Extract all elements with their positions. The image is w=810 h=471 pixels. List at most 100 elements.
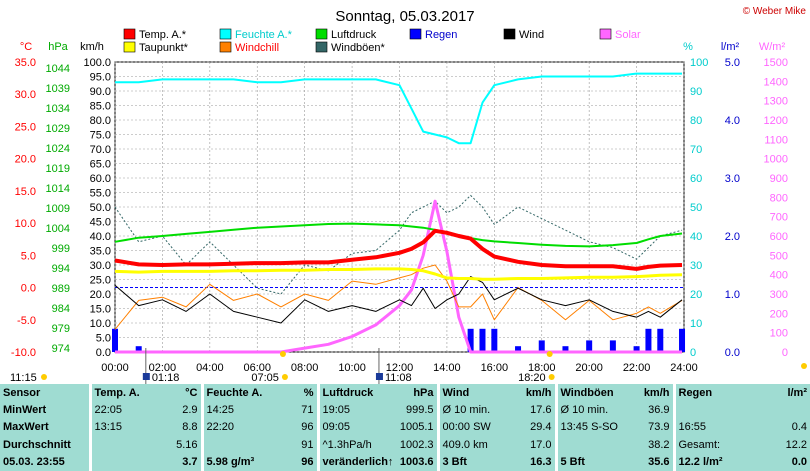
tick-label-solar: 0 [782,347,788,359]
moonrise-time: 11:08 [385,372,412,384]
axis-unit-hpa: hPa [48,41,68,53]
tick-label-hpa: 1039 [46,83,70,95]
moon-icon-left [41,374,47,380]
rain-bar [609,340,616,352]
tick-label-solar: 1500 [764,57,788,69]
tick-label-solar: 800 [770,192,788,204]
tick-label-time: 10:00 [338,362,366,374]
table-cell: 36.9 [648,404,670,417]
rain-bar [467,328,474,352]
tick-label-percent: 0 [690,347,696,359]
table-cell: 00:00 SW [436,418,514,437]
table-cell: 13:15 [88,418,160,437]
table-header-cell: Wind [436,384,514,402]
tick-label-kmh: 55.0 [90,188,111,200]
table-cell: 999.5 [405,404,434,417]
table-cell: 409.0 km [436,436,514,454]
table-cell: 3 Bft [436,453,514,471]
tick-label-kmh: 80.0 [90,115,111,127]
tick-label-rain: 5.0 [725,57,740,69]
tick-label-celsius: -10.0 [11,347,36,359]
tick-label-hpa: 1004 [46,223,70,235]
tick-label-kmh: 40.0 [90,231,111,243]
legend-swatch [219,41,232,53]
rain-bar [657,328,664,352]
table-header-cell: hPa [413,386,434,399]
tick-label-celsius: 25.0 [15,121,36,133]
legend-label: Regen [425,29,457,41]
legend-label: Solar [615,29,641,41]
tick-label-hpa: 979 [52,323,70,335]
tick-label-percent: 50 [690,202,702,214]
tick-label-hpa: 1029 [46,123,70,135]
rain-bar [135,346,142,352]
tick-label-time: 00:00 [101,362,129,374]
tick-label-kmh: 100.0 [83,57,111,69]
table-cell: 16:55 [672,418,758,437]
tick-label-percent: 20 [690,289,702,301]
table-cell: 5.16 [176,438,198,451]
tick-label-solar: 1200 [764,115,788,127]
astro-events: 07:05 18:20 01:18 11:08 11:15 [10,348,807,384]
tick-label-hpa: 994 [52,263,70,275]
table-cell: 35.6 [632,453,674,471]
table-cell: 05.03. 23:55 [0,453,90,471]
tick-label-celsius: 15.0 [15,186,36,198]
table-cell: 13:45 S-SO [554,418,632,437]
tick-label-hpa: 1019 [46,163,70,175]
rain-bar [633,346,640,352]
sunset-time: 18:20 [518,372,546,384]
table-header-cell: % [303,386,314,399]
axis-unit-rain: l/m² [721,41,740,53]
tick-label-kmh: 5.0 [96,333,111,345]
table-cell: 8.8 [182,421,198,434]
tick-label-kmh: 75.0 [90,130,111,142]
series-wind-gust [114,194,683,295]
series-rain [112,328,686,352]
table-cell: 3.7 [160,453,202,471]
tick-label-solar: 700 [770,212,788,224]
table-cell: 16.3 [514,453,556,471]
tick-label-percent: 80 [690,115,702,127]
tick-label-celsius: -5.0 [17,315,36,327]
table-row: 05.03. 23:55 3.7 5.98 g/m³ 96 veränderlich↑ 1… [0,453,810,471]
series-windchill [114,264,683,330]
tick-label-hpa: 984 [52,303,70,315]
table-header-cell: °C [185,386,198,399]
tick-label-solar: 1300 [764,96,788,108]
tick-label-rain: 2.0 [725,231,740,243]
tick-label-percent: 100 [690,57,708,69]
tick-label-solar: 100 [770,328,788,340]
table-cell: 0.4 [791,421,807,434]
rain-bar [586,340,593,352]
moonset-time: 01:18 [152,372,180,384]
tick-label-rain: 4.0 [725,115,740,127]
table-cell: 09:05 [316,418,396,437]
moonset-icon [142,373,150,380]
table-cell: 38.2 [648,438,670,451]
tick-label-percent: 10 [690,318,702,330]
tick-label-celsius: 30.0 [15,89,36,101]
tick-label-solar: 900 [770,173,788,185]
tick-label-time: 06:00 [243,362,271,374]
tick-label-percent: 40 [690,231,702,243]
tick-label-time: 14:00 [433,362,461,374]
tick-label-solar: 300 [770,289,788,301]
table-cell: veränderlich↑ [316,453,396,471]
table-cell: 73.9 [648,421,670,434]
table-cell: 14:25 [200,401,280,419]
legend: Temp. A.* Feuchte A.* Luftdruck Regen Wind So… [123,28,641,54]
table-cell [88,453,160,471]
axis-unit-solar: W/m² [759,41,786,53]
legend-swatch [599,28,612,40]
table-header-cell: km/h [643,386,670,399]
table-row: Durchschnitt 5.16 91 ^1.3hPa/h 1002.3 409.0 k… [0,436,810,454]
rain-bar [645,328,652,352]
table-header-cell: l/m² [787,386,807,399]
table-cell: 0.0 [758,453,810,471]
legend-label: Temp. A.* [139,29,187,41]
statistics-table: Sensor Temp. A. °C Feuchte A.% Luftdruck hPa W… [0,384,810,471]
table-cell [88,436,160,454]
rain-bar [679,328,686,352]
tick-label-time: 08:00 [291,362,319,374]
